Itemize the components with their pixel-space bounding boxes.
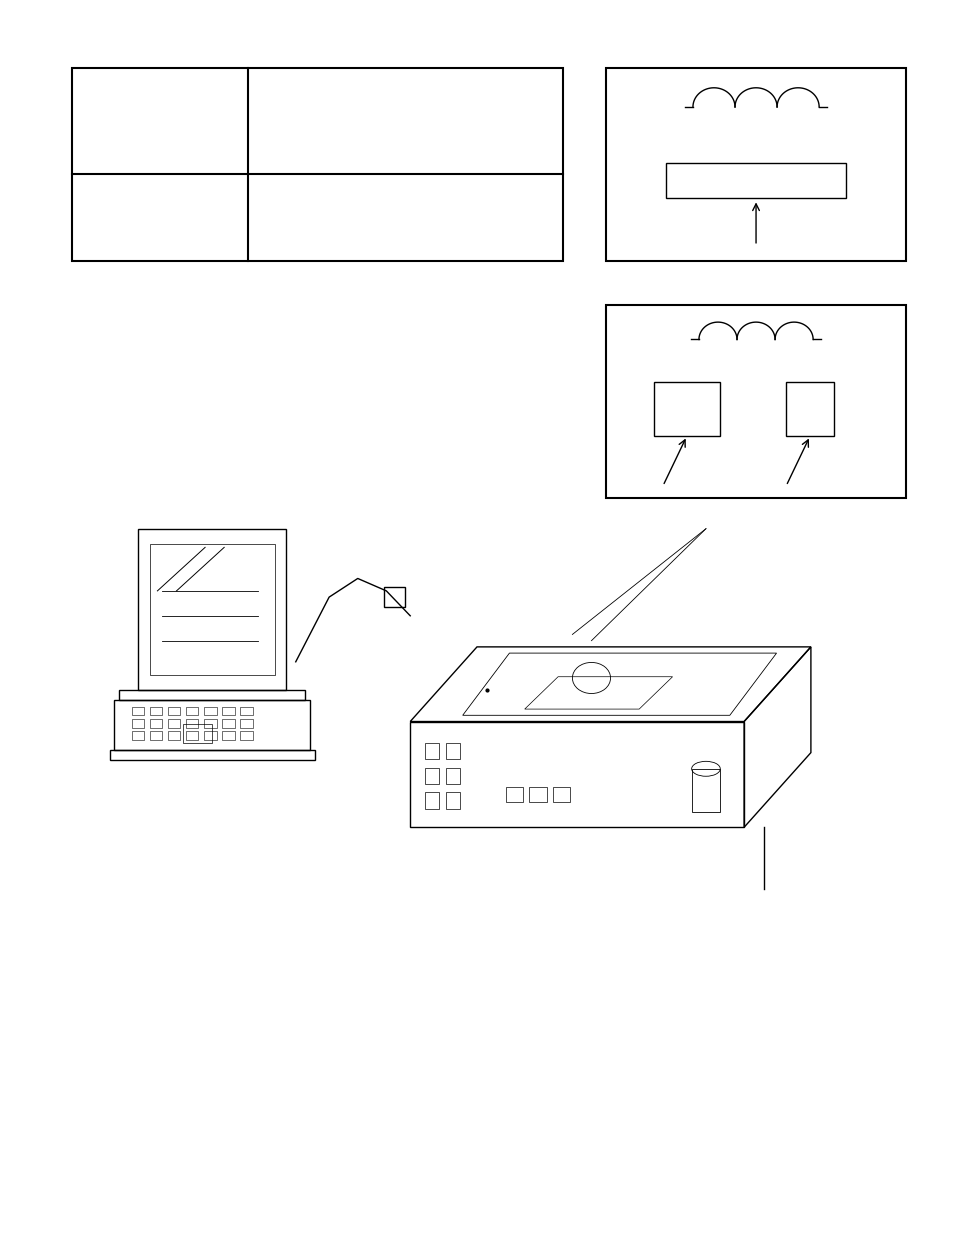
Bar — [605, 68, 905, 261]
Bar — [150, 731, 162, 740]
Bar — [445, 768, 459, 784]
Bar — [110, 750, 314, 760]
Bar — [529, 787, 546, 802]
Bar — [186, 719, 198, 728]
Bar — [505, 787, 522, 802]
Bar — [186, 707, 198, 715]
Bar — [222, 731, 234, 740]
Bar — [138, 529, 286, 690]
Bar — [691, 769, 720, 812]
Bar — [119, 690, 305, 700]
Bar — [222, 707, 234, 715]
Bar — [605, 305, 905, 498]
Bar — [132, 731, 144, 740]
Bar — [132, 719, 144, 728]
Bar — [424, 792, 438, 809]
Bar — [445, 743, 459, 759]
Bar — [150, 544, 274, 675]
Bar — [384, 587, 405, 607]
Bar — [204, 707, 216, 715]
Bar — [424, 768, 438, 784]
Bar — [168, 707, 180, 715]
Bar — [204, 719, 216, 728]
Bar — [665, 163, 845, 198]
Bar — [168, 731, 180, 740]
Bar — [71, 68, 562, 261]
Bar — [132, 707, 144, 715]
Bar — [186, 731, 198, 740]
Bar — [168, 719, 180, 728]
Bar — [553, 787, 570, 802]
Bar — [653, 382, 720, 435]
Bar — [114, 700, 310, 750]
Bar — [222, 719, 234, 728]
Bar — [240, 719, 253, 728]
Bar — [150, 707, 162, 715]
Bar — [424, 743, 438, 759]
Bar — [150, 719, 162, 728]
Bar — [240, 707, 253, 715]
Bar — [445, 792, 459, 809]
Bar — [183, 724, 212, 743]
Bar — [240, 731, 253, 740]
Bar — [785, 382, 833, 435]
Bar — [204, 731, 216, 740]
